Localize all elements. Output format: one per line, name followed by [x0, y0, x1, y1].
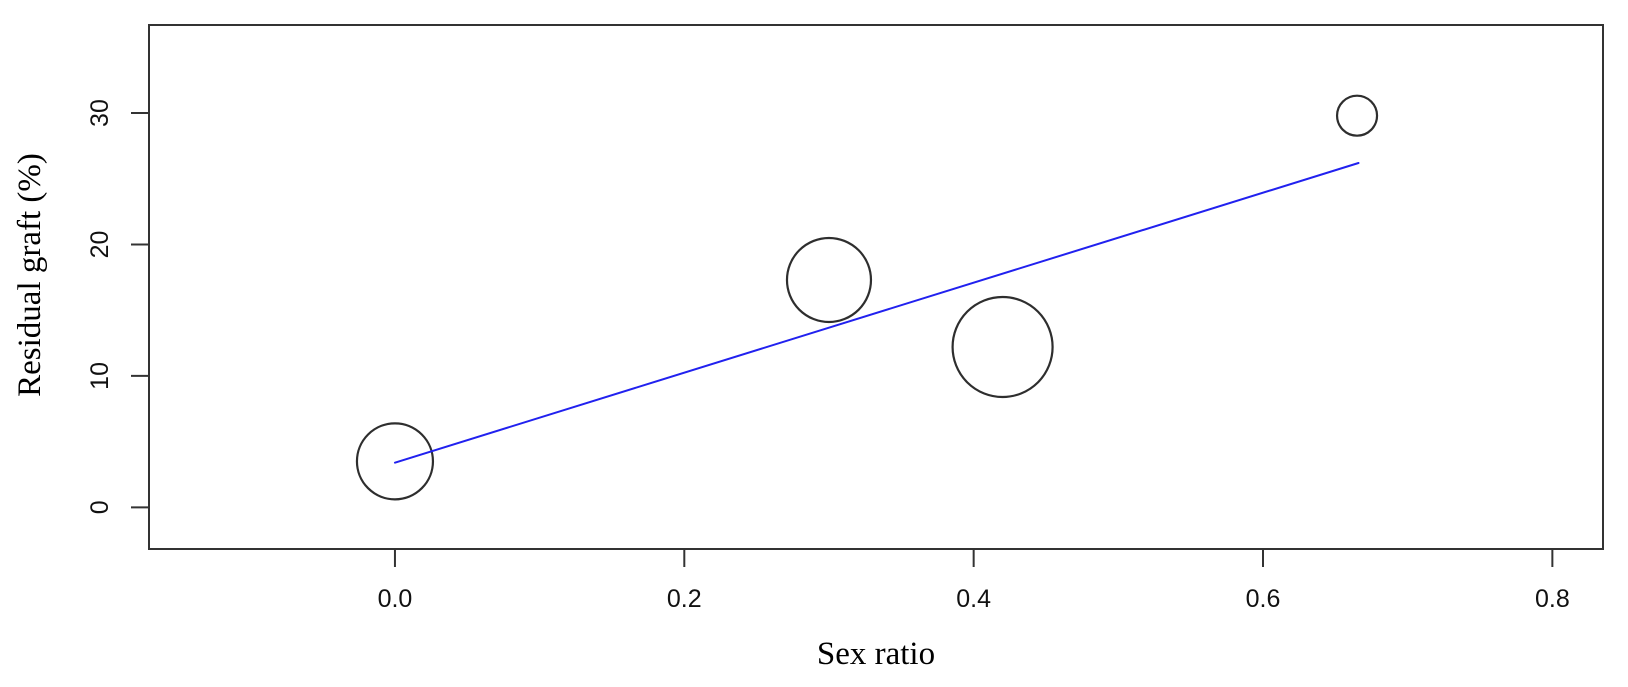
plot-layer: 0.0 0.2 0.4 0.6 0.8 0 10 20 30	[86, 24, 1604, 613]
x-tick-label: 0.0	[378, 585, 413, 613]
data-point-bubble	[951, 295, 1054, 399]
x-tick-label: 0.2	[667, 585, 702, 613]
x-tick-label: 0.8	[1535, 585, 1570, 613]
y-axis-title: Residual graft (%)	[12, 153, 48, 397]
x-axis-title: Sex ratio	[817, 636, 935, 672]
y-tick-label: 10	[86, 362, 114, 390]
y-tick-label: 0	[86, 500, 114, 514]
y-tick-label: 30	[86, 99, 114, 127]
x-tick-label: 0.4	[956, 585, 991, 613]
data-point-bubble	[1335, 94, 1379, 137]
data-point-bubble	[355, 422, 435, 501]
plot-border	[148, 24, 1604, 550]
x-tick-label: 0.6	[1246, 585, 1281, 613]
regression-line	[393, 161, 1360, 464]
y-tick-label: 20	[86, 231, 114, 259]
data-point-bubble	[785, 236, 873, 324]
